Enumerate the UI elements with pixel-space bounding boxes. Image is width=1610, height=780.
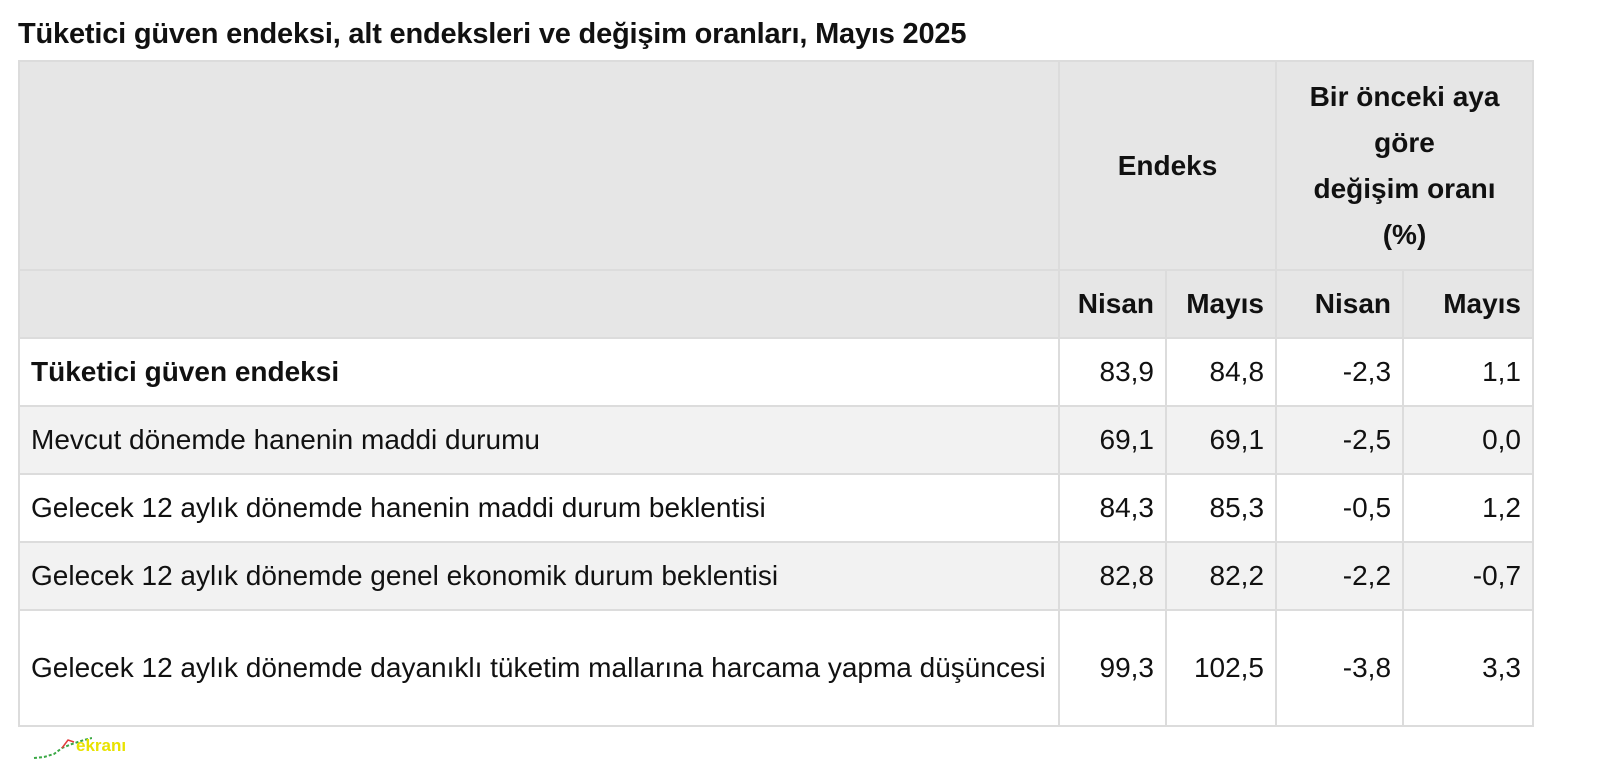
cell-value: 82,8 <box>1058 541 1167 611</box>
header-row: Endeks Bir önceki aya göre değişim oranı (%… <box>18 60 1535 271</box>
cell-value: 1,1 <box>1402 337 1535 407</box>
row-label: Tüketici güven endeksi <box>18 337 1060 407</box>
cell-value: -0,5 <box>1275 473 1405 543</box>
row-label: Gelecek 12 aylık dönemde dayanıklı tüket… <box>18 609 1060 727</box>
cell-value: 82,2 <box>1164 541 1278 611</box>
subheader: Nisan <box>1275 269 1405 339</box>
subheader: Nisan <box>1058 269 1167 339</box>
cell-value: 3,3 <box>1402 609 1535 727</box>
cell-value: -2,2 <box>1275 541 1405 611</box>
logo-text: ekranı <box>76 736 127 755</box>
header-blank <box>18 60 1060 271</box>
table-row: Gelecek 12 aylık dönemde genel ekonomik … <box>18 541 1535 611</box>
cell-value: 69,1 <box>1058 405 1167 475</box>
subheader: Mayıs <box>1402 269 1535 339</box>
cell-value: -2,3 <box>1275 337 1405 407</box>
cell-value: 84,3 <box>1058 473 1167 543</box>
cell-value: 99,3 <box>1058 609 1167 727</box>
group-header: Bir önceki aya göre değişim oranı (%) <box>1275 60 1535 271</box>
table-row: Mevcut dönemde hanenin maddi durumu 69,1 6… <box>18 405 1535 475</box>
header-line: değişim oranı <box>1313 172 1496 204</box>
header-blank <box>18 269 1060 339</box>
cell-value: 1,2 <box>1402 473 1535 543</box>
header-line: (%) <box>1382 218 1427 250</box>
header-line: Bir önceki aya <box>1309 80 1500 112</box>
subheader-row: Nisan Mayıs Nisan Mayıs <box>18 269 1535 339</box>
cell-value: 69,1 <box>1164 405 1278 475</box>
cell-value: 0,0 <box>1402 405 1535 475</box>
logo: ekranı <box>32 730 142 764</box>
row-label: Gelecek 12 aylık dönemde genel ekonomik … <box>18 541 1060 611</box>
cell-value: 83,9 <box>1058 337 1167 407</box>
logo-graphic <box>33 737 92 759</box>
cell-value: 84,8 <box>1164 337 1278 407</box>
cell-value: 102,5 <box>1164 609 1278 727</box>
cell-value: -2,5 <box>1275 405 1405 475</box>
group-header: Endeks <box>1057 60 1278 271</box>
cell-value: -0,7 <box>1402 541 1535 611</box>
table-row: Tüketici güven endeksi 83,9 84,8 -2,3 1,1 <box>18 337 1535 407</box>
cell-value: 85,3 <box>1164 473 1278 543</box>
cell-value: -3,8 <box>1275 609 1405 727</box>
row-label: Gelecek 12 aylık dönemde hanenin maddi d… <box>18 473 1060 543</box>
table-row: Gelecek 12 aylık dönemde dayanıklı tüket… <box>18 609 1535 727</box>
header-line: göre <box>1374 126 1435 158</box>
table-title: Tüketici güven endeksi, alt endeksleri v… <box>18 18 967 50</box>
row-label: Mevcut dönemde hanenin maddi durumu <box>18 405 1060 475</box>
table-row: Gelecek 12 aylık dönemde hanenin maddi d… <box>18 473 1535 543</box>
data-table: Endeks Bir önceki aya göre değişim oranı (%… <box>18 60 1535 727</box>
subheader: Mayıs <box>1164 269 1278 339</box>
